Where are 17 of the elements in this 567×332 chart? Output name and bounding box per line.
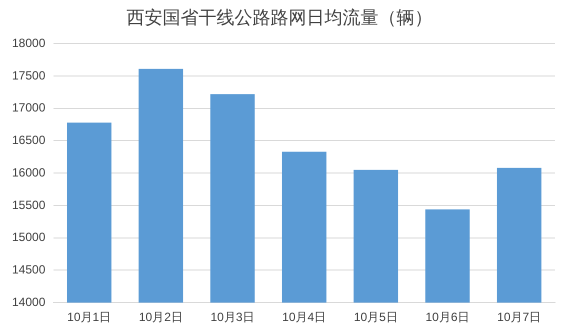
y-tick-label: 15000 — [12, 230, 46, 244]
y-tick-label: 18000 — [12, 36, 46, 50]
x-tick-label: 10月2日 — [138, 310, 183, 324]
y-tick-label: 16000 — [12, 165, 46, 180]
x-tick-label: 10月5日 — [354, 310, 398, 324]
y-tick-label: 17000 — [12, 100, 46, 115]
x-tick-label: 10月7日 — [497, 310, 542, 324]
chart-title: 西安国省干线公路路网日均流量（辆） — [126, 7, 432, 28]
x-tick-label: 10月6日 — [425, 310, 470, 324]
y-tick-label: 17500 — [12, 68, 46, 82]
y-tick-label: 16500 — [12, 133, 46, 148]
x-tick-label: 10月3日 — [210, 310, 255, 324]
x-tick-label: 10月1日 — [67, 310, 112, 324]
y-tick-label: 14000 — [12, 294, 46, 309]
y-tick-label: 15500 — [12, 198, 46, 212]
y-tick-label: 14500 — [12, 262, 46, 277]
x-tick-label: 10月4日 — [282, 310, 326, 324]
